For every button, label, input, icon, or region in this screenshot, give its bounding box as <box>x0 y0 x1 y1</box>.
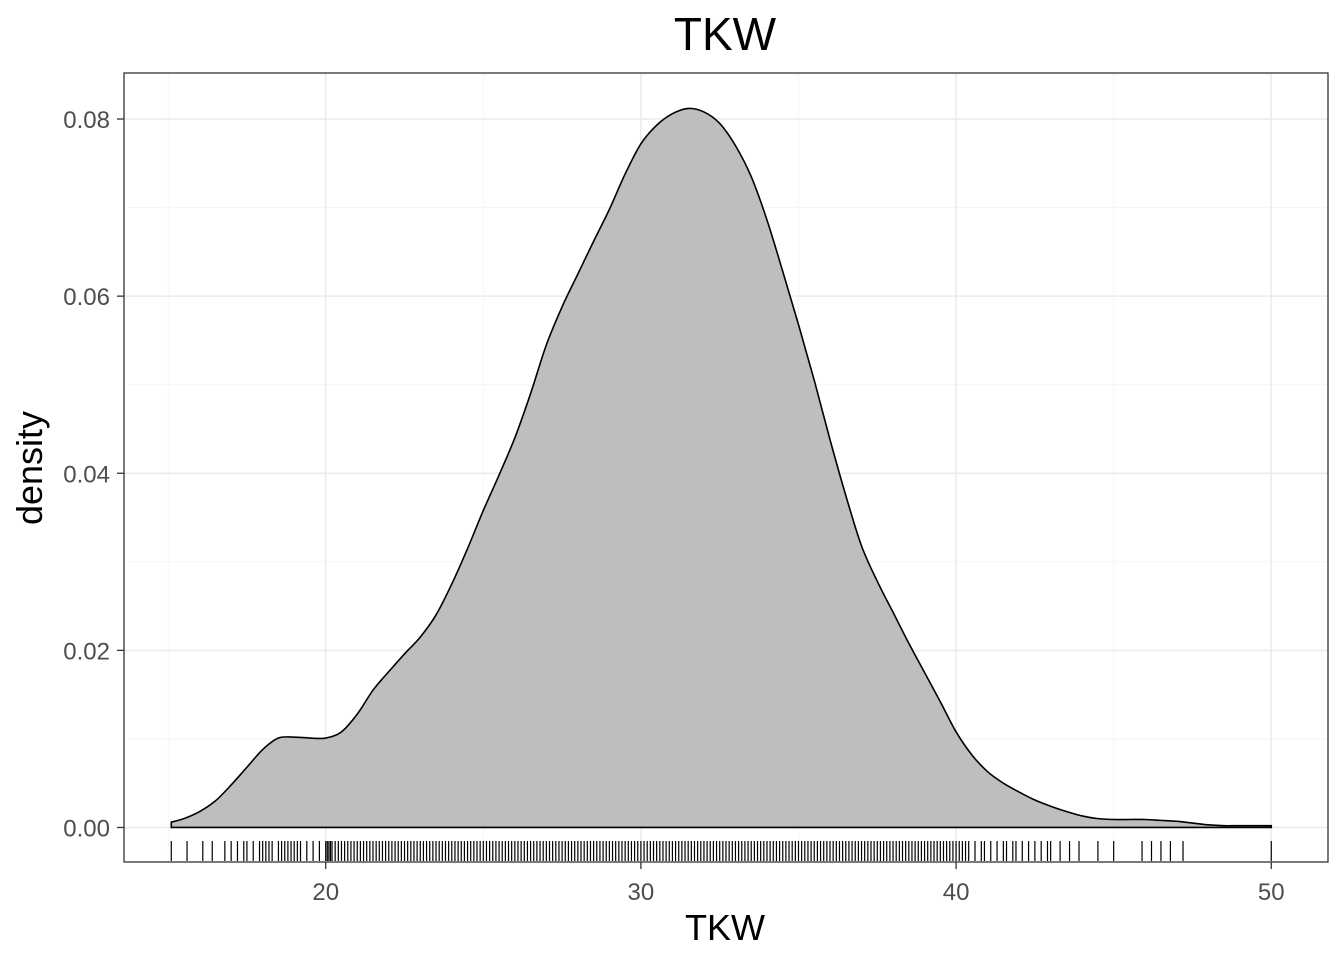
x-tick-label: 50 <box>1258 879 1285 906</box>
x-tick-label: 40 <box>943 879 970 906</box>
panel-border <box>123 72 1329 863</box>
y-axis: 0.00 0.02 0.04 0.06 0.08 <box>63 107 124 842</box>
density-area <box>170 107 1273 829</box>
y-axis-title: density <box>9 411 50 525</box>
y-tick-label: 0.06 <box>63 284 110 311</box>
y-tick-label: 0.08 <box>63 107 110 134</box>
y-tick-label: 0.02 <box>63 638 110 665</box>
x-axis: 20 30 40 50 <box>312 862 1285 906</box>
y-tick-label: 0.04 <box>63 461 110 488</box>
x-axis-title: TKW <box>685 907 765 948</box>
y-tick-label: 0.00 <box>63 815 110 842</box>
x-tick-label: 20 <box>312 879 339 906</box>
x-tick-label: 30 <box>628 879 655 906</box>
chart-title: TKW <box>674 8 777 60</box>
rug-marks <box>170 841 1272 861</box>
